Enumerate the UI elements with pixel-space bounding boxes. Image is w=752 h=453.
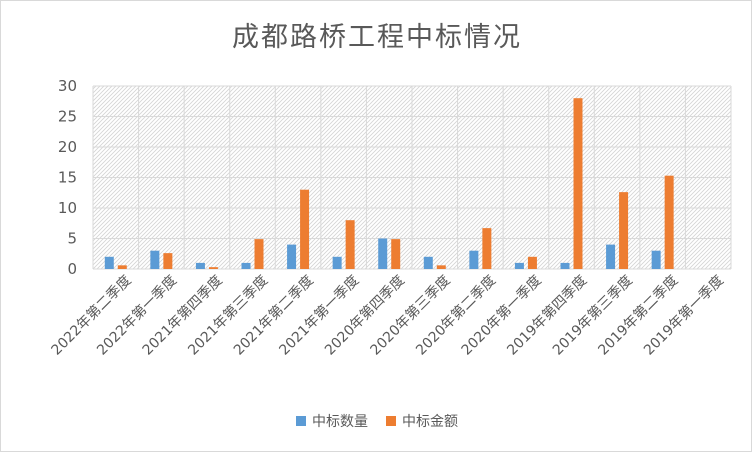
x-tick-label: 2021年第四季度 [139,272,226,359]
legend-label: 中标金额 [402,414,458,430]
bar-count [287,244,297,269]
y-tick-label: 20 [58,138,77,156]
x-tick-label: 2022年第二季度 [48,272,135,359]
bar-amount [391,239,401,269]
bar-amount [619,192,629,269]
y-tick-label: 15 [58,169,77,187]
x-tick-label: 2021年第三季度 [185,272,272,359]
legend-swatch [296,416,306,426]
bar-count [150,250,160,269]
x-tick-label: 2019年第四季度 [504,272,591,359]
bar-amount [163,253,173,269]
bar-amount [254,239,264,269]
bar-count [560,262,570,269]
bar-amount [345,220,355,269]
bar-count [469,250,479,269]
chart-legend: 中标数量 中标金额 [1,411,752,431]
bar-count [104,256,114,269]
bar-count [606,244,616,269]
y-tick-label: 5 [67,230,77,248]
bar-count [195,262,205,269]
x-tick-label: 2020年第四季度 [321,272,408,359]
x-tick-label: 2019年第一季度 [640,272,727,359]
x-tick-label: 2021年第一季度 [276,272,363,359]
bar-amount [573,98,583,269]
bar-count [378,238,388,269]
y-tick-label: 30 [58,77,77,95]
bar-amount [300,189,310,269]
bar-count [241,262,251,269]
y-tick-label: 0 [67,260,77,278]
legend-item: 中标金额 [386,411,458,431]
bar-amount [482,228,492,269]
chart-title: 成都路桥工程中标情况 [232,22,522,53]
bar-amount [117,265,127,269]
bar-amount [436,265,446,269]
bar-count [651,250,661,269]
bar-amount [664,175,674,269]
bar-amount [208,267,218,269]
legend-item: 中标数量 [296,411,368,431]
legend-label: 中标数量 [312,414,368,430]
x-tick-label: 2020年第二季度 [412,272,499,359]
bar-count [332,256,342,269]
x-tick-label: 2019年第三季度 [549,272,636,359]
x-tick-label: 2020年第三季度 [367,272,454,359]
bar-count [423,256,433,269]
x-tick-label: 2020年第一季度 [458,272,545,359]
y-tick-label: 10 [58,199,77,217]
x-tick-label: 2022年第一季度 [93,272,180,359]
bar-amount [527,256,537,269]
x-tick-label: 2021年第二季度 [230,272,317,359]
y-tick-label: 25 [58,108,77,126]
bar-count [514,262,524,269]
legend-swatch [386,416,396,426]
x-tick-label: 2019年第二季度 [595,272,682,359]
